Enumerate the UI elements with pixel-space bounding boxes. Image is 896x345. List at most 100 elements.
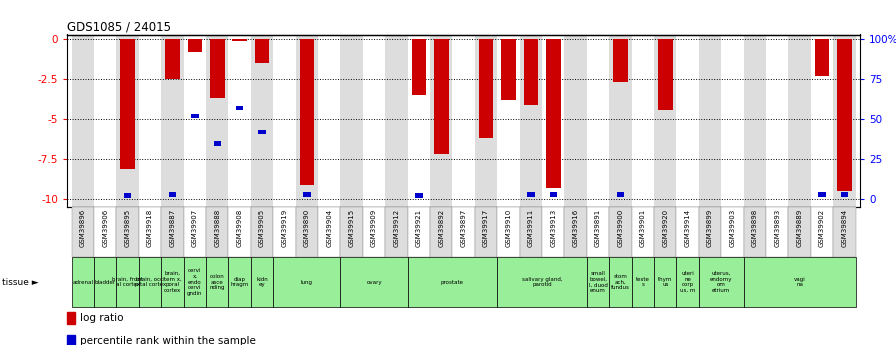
Bar <box>501 39 516 100</box>
Text: uterus,
endomy
om
etrium: uterus, endomy om etrium <box>710 271 733 293</box>
Bar <box>744 257 856 307</box>
Bar <box>542 34 564 207</box>
Text: GSM39899: GSM39899 <box>707 208 713 247</box>
Text: GSM39894: GSM39894 <box>841 208 848 247</box>
Bar <box>837 39 852 191</box>
Text: GSM39909: GSM39909 <box>371 208 377 247</box>
Text: GSM39900: GSM39900 <box>617 208 624 247</box>
Text: GSM39892: GSM39892 <box>438 208 444 247</box>
Text: GSM39904: GSM39904 <box>326 208 332 247</box>
Bar <box>744 207 766 257</box>
Bar <box>139 34 161 207</box>
Bar <box>475 207 497 257</box>
Bar <box>340 257 408 307</box>
Bar <box>251 207 273 257</box>
Bar <box>94 257 116 307</box>
Bar <box>497 207 520 257</box>
Bar <box>658 39 673 110</box>
Bar <box>139 257 161 307</box>
Bar <box>232 39 247 41</box>
Text: uteri
ne
corp
us, m: uteri ne corp us, m <box>680 271 695 293</box>
Bar <box>811 34 833 207</box>
Bar <box>721 34 744 207</box>
Bar <box>520 207 542 257</box>
Bar <box>296 34 318 207</box>
Text: GSM39915: GSM39915 <box>349 208 355 247</box>
Text: GSM39905: GSM39905 <box>259 208 265 247</box>
Bar <box>632 207 654 257</box>
Bar <box>609 34 632 207</box>
Bar <box>210 39 225 98</box>
Bar <box>430 207 452 257</box>
Bar <box>318 34 340 207</box>
Text: lung: lung <box>301 279 313 285</box>
Bar <box>408 34 430 207</box>
Bar <box>258 129 266 134</box>
Text: brain, front
al cortex: brain, front al cortex <box>112 277 143 287</box>
Bar <box>411 39 426 95</box>
Bar <box>273 257 340 307</box>
Bar <box>340 34 363 207</box>
Bar <box>497 257 587 307</box>
Text: diap
hragm: diap hragm <box>230 277 249 287</box>
Text: GSM39910: GSM39910 <box>505 208 512 247</box>
Text: GSM39887: GSM39887 <box>169 208 176 247</box>
Bar <box>721 207 744 257</box>
Text: GSM39901: GSM39901 <box>640 208 646 247</box>
Bar <box>184 207 206 257</box>
Bar <box>549 192 557 197</box>
Bar <box>766 34 788 207</box>
Bar <box>72 207 94 257</box>
Text: cervi
x,
endo
cervi
gndin: cervi x, endo cervi gndin <box>187 268 202 296</box>
Bar <box>811 207 833 257</box>
Text: stom
ach,
fundus: stom ach, fundus <box>611 274 630 290</box>
Bar <box>206 207 228 257</box>
Bar <box>542 207 564 257</box>
Bar <box>654 207 676 257</box>
Bar <box>609 257 632 307</box>
Bar <box>818 192 826 197</box>
Bar <box>676 34 699 207</box>
Text: thym
us: thym us <box>658 277 673 287</box>
Text: adrenal: adrenal <box>73 279 93 285</box>
Text: GSM39896: GSM39896 <box>80 208 86 247</box>
Bar <box>228 257 251 307</box>
Bar <box>228 207 251 257</box>
Bar <box>206 257 228 307</box>
Bar <box>613 39 628 82</box>
Text: small
bowel,
l, duod
enum: small bowel, l, duod enum <box>589 271 607 293</box>
Text: salivary gland,
parotid: salivary gland, parotid <box>521 277 563 287</box>
Bar <box>788 207 811 257</box>
Text: GSM39902: GSM39902 <box>819 208 825 247</box>
Bar <box>161 207 184 257</box>
Bar <box>187 39 202 52</box>
Bar <box>452 34 475 207</box>
Bar <box>415 194 423 198</box>
Text: prostate: prostate <box>441 279 464 285</box>
Bar <box>254 39 270 63</box>
Bar <box>120 39 135 169</box>
Text: tissue ►: tissue ► <box>2 277 39 287</box>
Bar <box>72 34 94 207</box>
Bar <box>116 34 139 207</box>
Bar <box>251 34 273 207</box>
Text: brain, occi
pital cortex: brain, occi pital cortex <box>134 277 166 287</box>
Bar <box>72 257 94 307</box>
Bar <box>116 257 139 307</box>
Bar <box>587 207 609 257</box>
Text: GSM39898: GSM39898 <box>752 208 758 247</box>
Bar <box>833 207 856 257</box>
Bar <box>632 257 654 307</box>
Bar <box>408 207 430 257</box>
Bar <box>67 312 75 324</box>
Text: GSM39917: GSM39917 <box>483 208 489 247</box>
Bar <box>94 34 116 207</box>
Bar <box>67 335 75 345</box>
Bar <box>434 39 449 154</box>
Text: GSM39903: GSM39903 <box>729 208 736 247</box>
Text: GSM39914: GSM39914 <box>685 208 691 247</box>
Text: GSM39911: GSM39911 <box>528 208 534 247</box>
Bar <box>527 192 535 197</box>
Text: GSM39908: GSM39908 <box>237 208 243 247</box>
Text: GSM39890: GSM39890 <box>304 208 310 247</box>
